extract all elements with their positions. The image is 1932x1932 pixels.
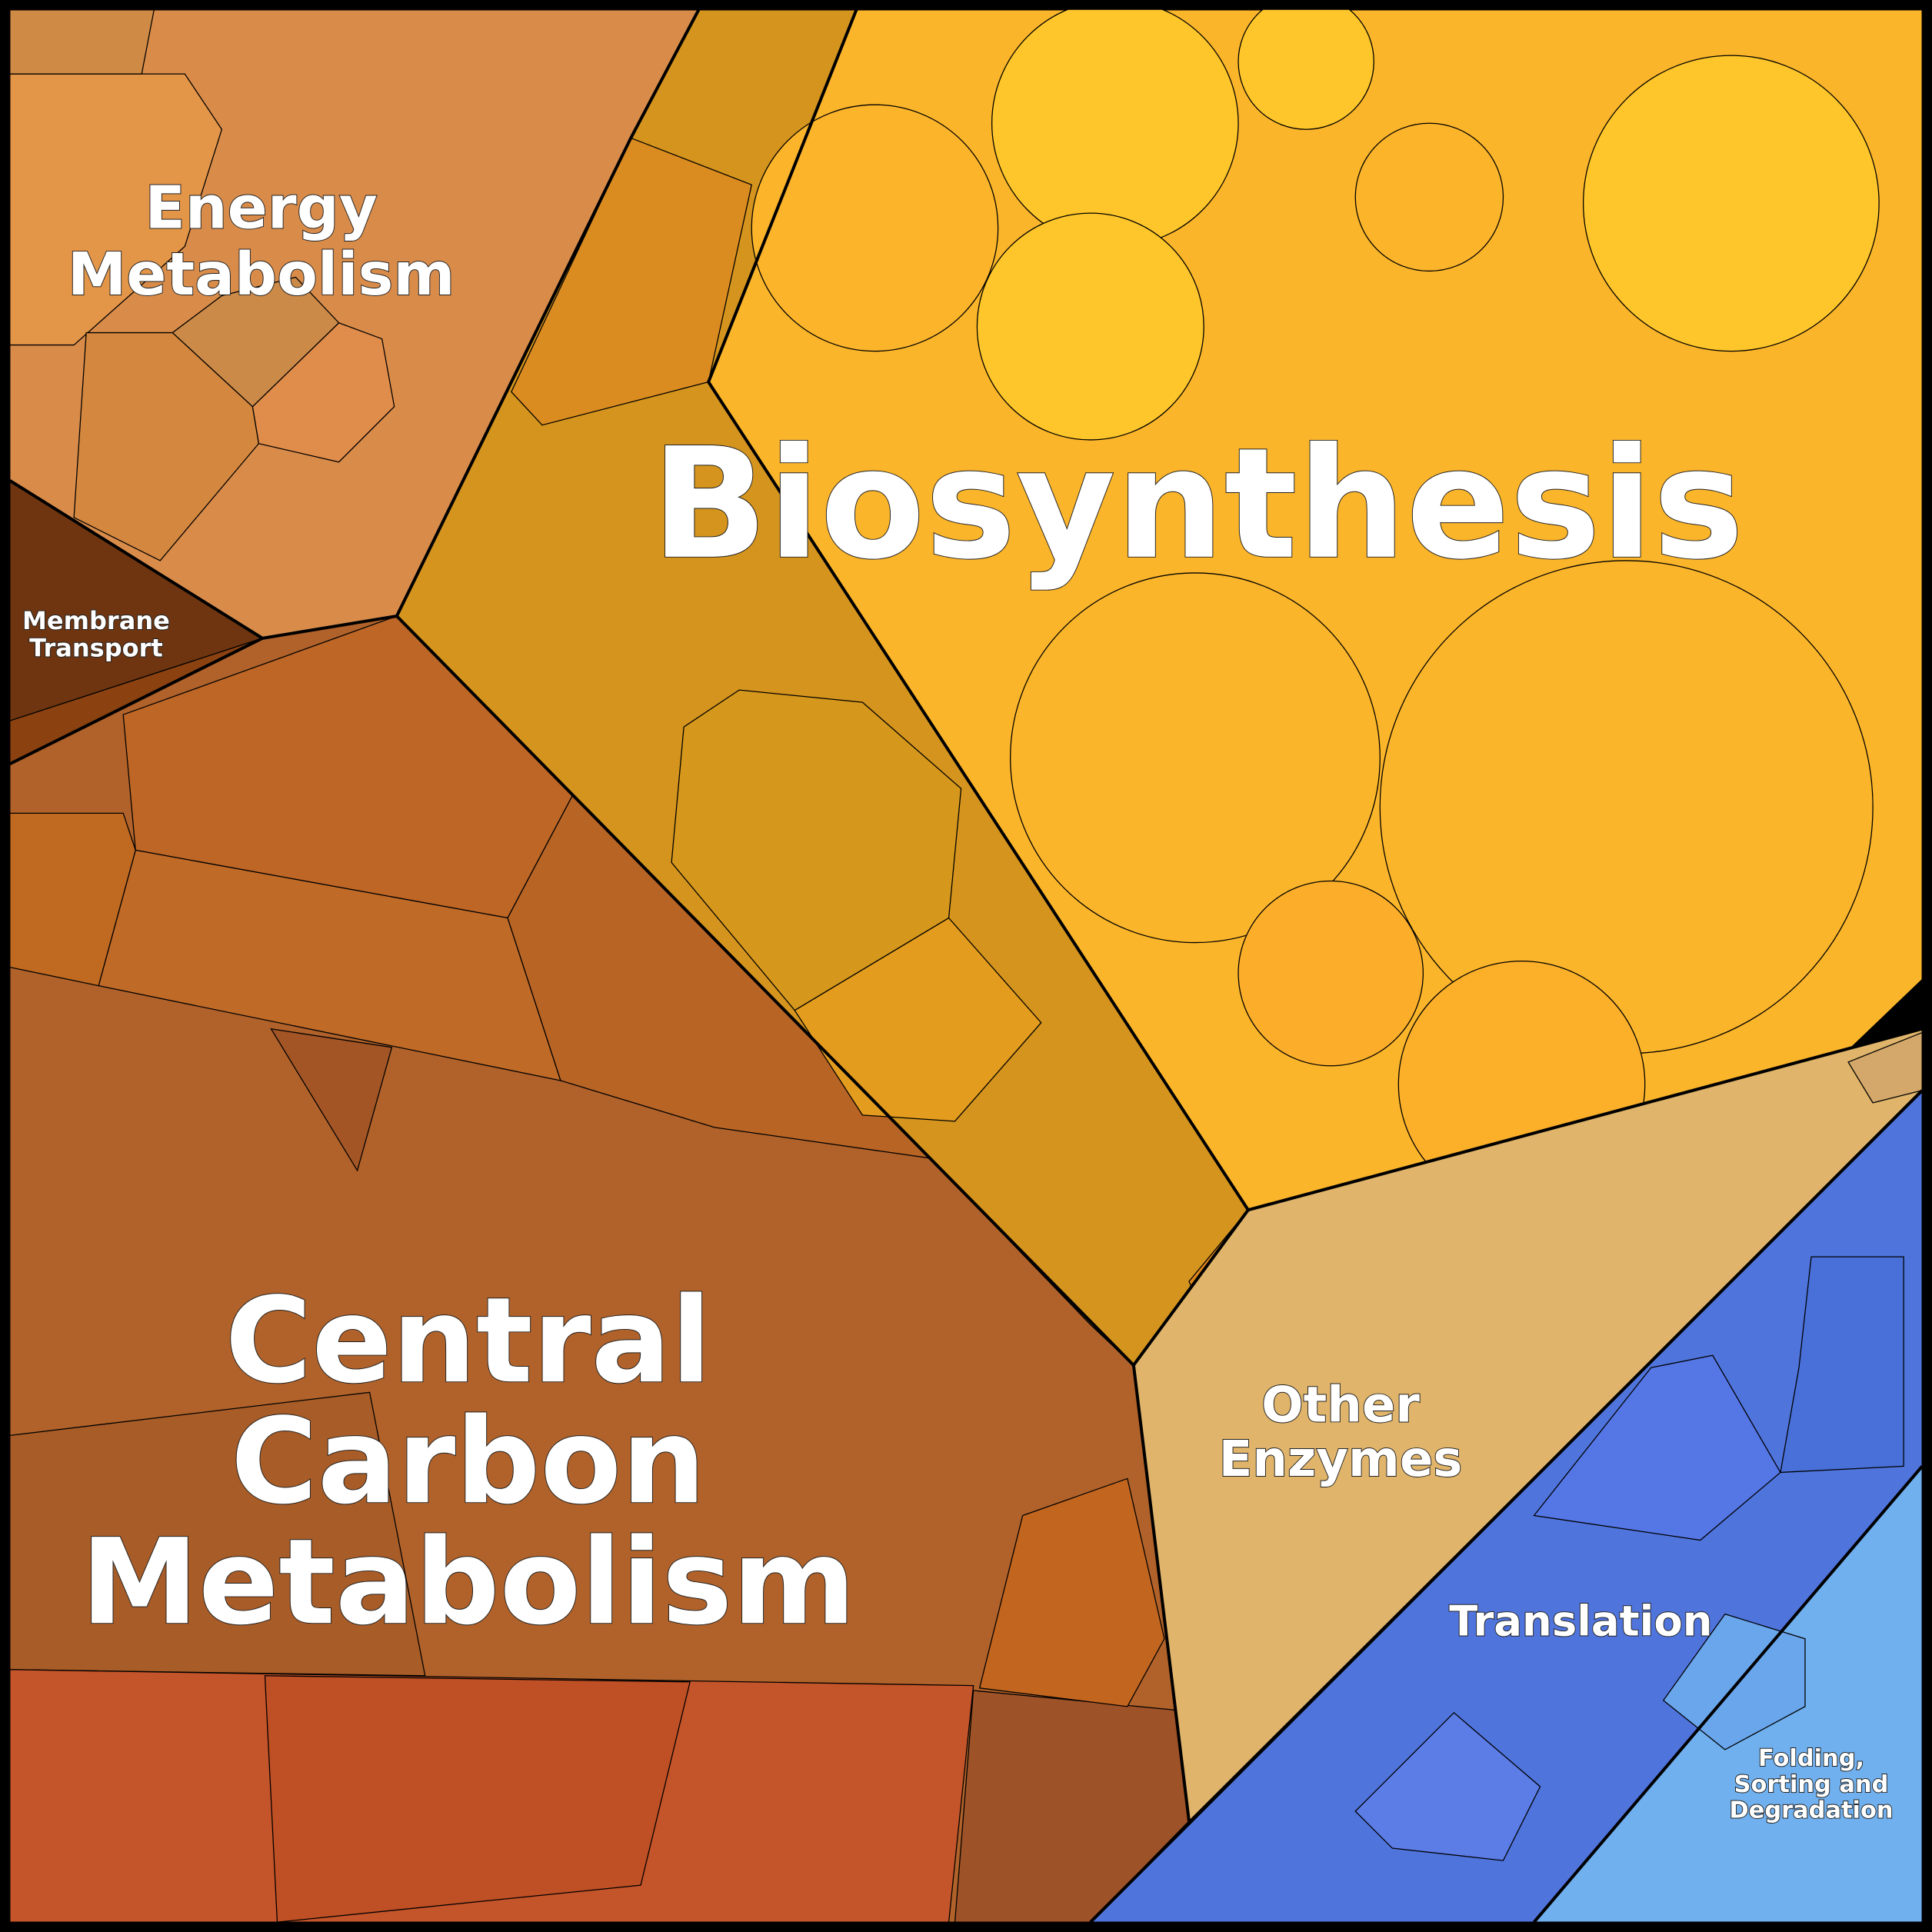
region-label: Other <box>1261 1377 1420 1434</box>
labels: EnergyMetabolismMembraneTransportBiosynt… <box>22 174 1894 1825</box>
cell <box>976 212 1204 441</box>
cell <box>978 1477 1165 1707</box>
region-label: Transport <box>29 633 163 662</box>
region-label: Central <box>225 1272 711 1410</box>
region-label: Degradation <box>1729 1797 1893 1824</box>
cell <box>507 794 932 1159</box>
cell <box>1662 1613 1806 1750</box>
cell <box>1379 560 1874 1054</box>
cell <box>1237 0 1374 130</box>
cell <box>1237 880 1424 1067</box>
cell <box>991 0 1239 248</box>
cell <box>9 9 155 75</box>
cell <box>751 104 999 352</box>
region-label: Folding, <box>1758 1745 1864 1772</box>
region-label: Carbon <box>231 1393 706 1531</box>
region-label: Enzymes <box>1219 1431 1463 1488</box>
cell <box>270 1028 393 1172</box>
boundary <box>1247 1027 1923 1212</box>
boundary <box>8 8 701 640</box>
region-label: Membrane <box>22 606 170 635</box>
region-label: Metabolism <box>81 1514 856 1651</box>
cell <box>1354 122 1504 272</box>
cell <box>511 137 752 426</box>
cell <box>1582 55 1880 352</box>
cell <box>1354 1711 1541 1861</box>
boundary <box>8 637 264 766</box>
cell <box>671 689 962 1011</box>
cell <box>172 276 340 408</box>
region-label: Sorting and <box>1734 1771 1889 1798</box>
region-label: Biosynthesis <box>651 415 1744 593</box>
boundary <box>1089 1089 1924 1924</box>
cell <box>1780 1256 1904 1474</box>
boundary <box>1533 1465 1924 1924</box>
cell <box>1533 1354 1781 1541</box>
region-label: Metabolism <box>68 241 455 309</box>
region-label: Translation <box>1449 1597 1712 1646</box>
cell <box>1010 572 1381 944</box>
cell <box>794 917 1042 1122</box>
cell <box>264 1675 691 1923</box>
region-label: Energy <box>145 175 377 243</box>
boundary <box>395 615 1135 1367</box>
